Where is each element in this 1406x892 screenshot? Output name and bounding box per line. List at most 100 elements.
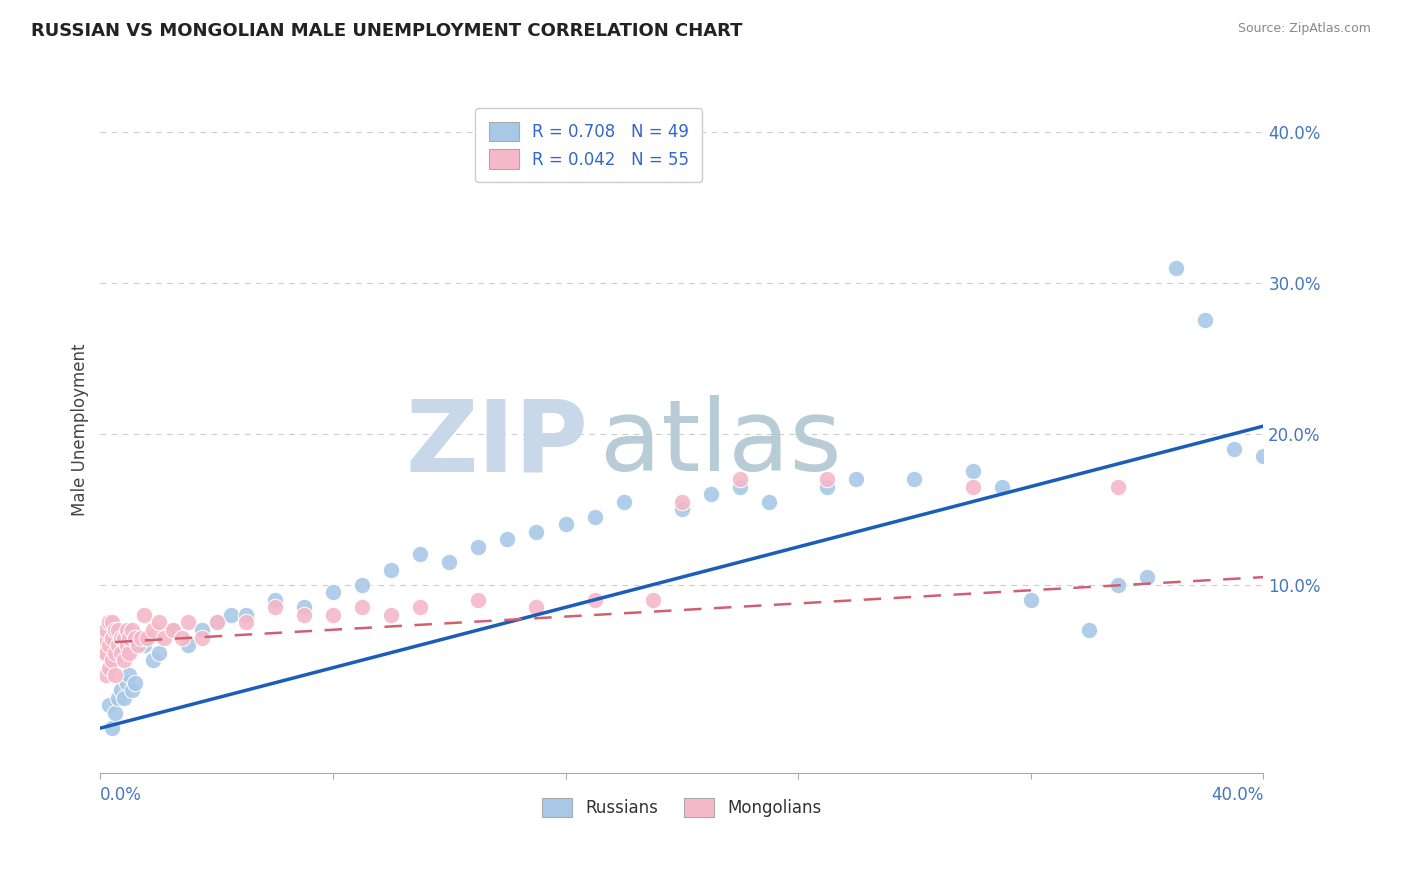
Point — [110, 683, 132, 698]
Point — [110, 646, 132, 660]
Point — [112, 653, 135, 667]
Point — [104, 668, 127, 682]
Point — [96, 646, 118, 660]
Point — [962, 465, 984, 479]
Point — [191, 623, 214, 637]
Point — [101, 721, 124, 735]
Point — [115, 623, 138, 637]
Point — [526, 524, 548, 539]
Point — [1019, 592, 1042, 607]
Point — [104, 646, 127, 660]
Point — [176, 638, 198, 652]
Point — [118, 631, 141, 645]
Point — [101, 631, 124, 645]
Point — [98, 661, 121, 675]
Text: 0.0%: 0.0% — [100, 786, 142, 804]
Point — [322, 585, 344, 599]
Point — [962, 479, 984, 493]
Point — [292, 607, 315, 622]
Point — [91, 631, 114, 645]
Text: 40.0%: 40.0% — [1211, 786, 1264, 804]
Point — [1136, 570, 1159, 584]
Point — [124, 676, 146, 690]
Point — [292, 600, 315, 615]
Point — [98, 615, 121, 630]
Point — [107, 690, 129, 705]
Point — [322, 607, 344, 622]
Point — [112, 690, 135, 705]
Point — [191, 631, 214, 645]
Point — [728, 472, 751, 486]
Point — [815, 479, 838, 493]
Point — [583, 592, 606, 607]
Point — [467, 540, 489, 554]
Point — [1107, 479, 1129, 493]
Point — [235, 615, 257, 630]
Point — [115, 676, 138, 690]
Point — [903, 472, 925, 486]
Point — [263, 600, 285, 615]
Text: atlas: atlas — [600, 395, 842, 492]
Point — [176, 615, 198, 630]
Point — [124, 631, 146, 645]
Point — [91, 638, 114, 652]
Point — [671, 494, 693, 508]
Point — [1164, 260, 1187, 275]
Point — [98, 638, 121, 652]
Point — [91, 646, 114, 660]
Point — [127, 638, 149, 652]
Point — [409, 548, 432, 562]
Point — [162, 623, 184, 637]
Text: RUSSIAN VS MONGOLIAN MALE UNEMPLOYMENT CORRELATION CHART: RUSSIAN VS MONGOLIAN MALE UNEMPLOYMENT C… — [31, 22, 742, 40]
Text: Source: ZipAtlas.com: Source: ZipAtlas.com — [1237, 22, 1371, 36]
Point — [107, 638, 129, 652]
Point — [121, 623, 143, 637]
Point — [148, 646, 170, 660]
Point — [132, 607, 155, 622]
Point — [439, 555, 461, 569]
Legend: Russians, Mongolians: Russians, Mongolians — [536, 791, 828, 823]
Point — [467, 592, 489, 607]
Point — [613, 494, 636, 508]
Point — [142, 653, 165, 667]
Point — [380, 563, 402, 577]
Point — [263, 592, 285, 607]
Point — [235, 607, 257, 622]
Point — [132, 638, 155, 652]
Point — [118, 668, 141, 682]
Point — [142, 623, 165, 637]
Point — [129, 631, 152, 645]
Point — [121, 683, 143, 698]
Point — [96, 668, 118, 682]
Point — [526, 600, 548, 615]
Point — [671, 502, 693, 516]
Point — [107, 623, 129, 637]
Y-axis label: Male Unemployment: Male Unemployment — [72, 343, 89, 516]
Point — [1223, 442, 1246, 456]
Point — [170, 631, 193, 645]
Point — [350, 577, 373, 591]
Point — [380, 607, 402, 622]
Point — [990, 479, 1012, 493]
Point — [135, 631, 157, 645]
Point — [104, 706, 127, 720]
Point — [219, 607, 242, 622]
Point — [98, 698, 121, 713]
Point — [162, 623, 184, 637]
Point — [815, 472, 838, 486]
Point — [641, 592, 664, 607]
Point — [110, 631, 132, 645]
Point — [115, 638, 138, 652]
Point — [205, 615, 228, 630]
Point — [112, 631, 135, 645]
Point — [845, 472, 868, 486]
Point — [700, 487, 723, 501]
Point — [153, 631, 176, 645]
Text: ZIP: ZIP — [406, 395, 589, 492]
Point — [101, 653, 124, 667]
Point — [101, 615, 124, 630]
Point — [1253, 450, 1275, 464]
Point — [118, 646, 141, 660]
Point — [1194, 313, 1216, 327]
Point — [96, 623, 118, 637]
